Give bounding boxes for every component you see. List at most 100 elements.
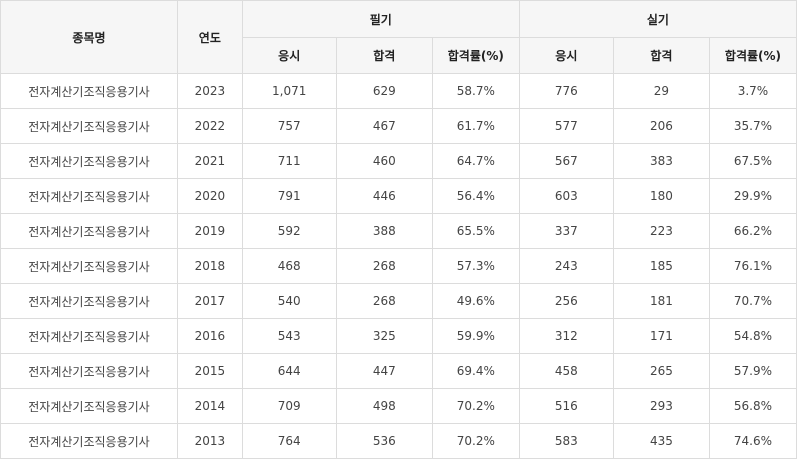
cell-year: 2023 — [176, 73, 243, 109]
cell-written-pass-rate: 70.2% — [431, 388, 520, 424]
cell-subject-name: 전자계산기조직응용기사 — [0, 108, 178, 144]
cell-written-passed: 460 — [335, 143, 433, 179]
cell-written-passed: 447 — [335, 353, 433, 389]
cell-written-passed: 268 — [335, 283, 433, 319]
cell-practical-passed: 265 — [612, 353, 710, 389]
cell-subject-name: 전자계산기조직응용기사 — [0, 353, 178, 389]
cell-subject-name: 전자계산기조직응용기사 — [0, 423, 178, 459]
cell-practical-pass-rate: 66.2% — [708, 213, 797, 249]
cell-written-passed: 467 — [335, 108, 433, 144]
cell-practical-applicants: 577 — [518, 108, 614, 144]
cell-year: 2013 — [176, 423, 243, 459]
cell-practical-applicants: 243 — [518, 248, 614, 284]
header-written-applicants: 응시 — [241, 37, 337, 74]
table-row: 전자계산기조직응용기사 2017 540 268 49.6% 256 181 70.7% — [0, 283, 797, 319]
cell-written-pass-rate: 58.7% — [431, 73, 520, 109]
cell-written-applicants: 791 — [241, 178, 337, 214]
cell-practical-pass-rate: 76.1% — [708, 248, 797, 284]
cell-written-applicants: 764 — [241, 423, 337, 459]
cell-written-applicants: 644 — [241, 353, 337, 389]
cell-written-applicants: 711 — [241, 143, 337, 179]
table-row: 전자계산기조직응용기사 2013 764 536 70.2% 583 435 74.6% — [0, 423, 797, 459]
table-row: 전자계산기조직응용기사 2020 791 446 56.4% 603 180 29.9% — [0, 178, 797, 214]
header-subject: 종목명 — [0, 0, 178, 74]
cell-year: 2016 — [176, 318, 243, 354]
cell-written-pass-rate: 61.7% — [431, 108, 520, 144]
cell-written-passed: 325 — [335, 318, 433, 354]
cell-practical-pass-rate: 29.9% — [708, 178, 797, 214]
cell-practical-pass-rate: 57.9% — [708, 353, 797, 389]
header-written-pass-rate: 합격률(%) — [431, 37, 520, 74]
cell-year: 2019 — [176, 213, 243, 249]
table-row: 전자계산기조직응용기사 2023 1,071 629 58.7% 776 29 3.7% — [0, 73, 797, 109]
cell-written-pass-rate: 69.4% — [431, 353, 520, 389]
header-year: 연도 — [176, 0, 243, 74]
cell-practical-passed: 29 — [612, 73, 710, 109]
table-row: 전자계산기조직응용기사 2019 592 388 65.5% 337 223 66.2% — [0, 213, 797, 249]
cell-year: 2022 — [176, 108, 243, 144]
cell-practical-pass-rate: 74.6% — [708, 423, 797, 459]
cell-written-pass-rate: 49.6% — [431, 283, 520, 319]
header-practical-passed: 합격 — [612, 37, 710, 74]
cell-subject-name: 전자계산기조직응용기사 — [0, 143, 178, 179]
cell-year: 2014 — [176, 388, 243, 424]
cell-practical-applicants: 516 — [518, 388, 614, 424]
cell-practical-passed: 206 — [612, 108, 710, 144]
cell-subject-name: 전자계산기조직응용기사 — [0, 178, 178, 214]
cell-subject-name: 전자계산기조직응용기사 — [0, 283, 178, 319]
cell-practical-applicants: 256 — [518, 283, 614, 319]
cell-practical-pass-rate: 56.8% — [708, 388, 797, 424]
cell-written-passed: 268 — [335, 248, 433, 284]
cell-written-applicants: 468 — [241, 248, 337, 284]
cell-practical-applicants: 583 — [518, 423, 614, 459]
cell-written-applicants: 1,071 — [241, 73, 337, 109]
cell-subject-name: 전자계산기조직응용기사 — [0, 73, 178, 109]
cell-written-pass-rate: 57.3% — [431, 248, 520, 284]
cell-written-pass-rate: 64.7% — [431, 143, 520, 179]
cell-written-pass-rate: 56.4% — [431, 178, 520, 214]
cell-practical-applicants: 312 — [518, 318, 614, 354]
cell-practical-passed: 383 — [612, 143, 710, 179]
header-practical-pass-rate: 합격률(%) — [708, 37, 797, 74]
table-row: 전자계산기조직응용기사 2014 709 498 70.2% 516 293 56.8% — [0, 388, 797, 424]
cell-year: 2017 — [176, 283, 243, 319]
cell-practical-passed: 435 — [612, 423, 710, 459]
cell-written-applicants: 592 — [241, 213, 337, 249]
cell-subject-name: 전자계산기조직응용기사 — [0, 213, 178, 249]
cell-practical-pass-rate: 35.7% — [708, 108, 797, 144]
cell-subject-name: 전자계산기조직응용기사 — [0, 248, 178, 284]
cell-practical-applicants: 337 — [518, 213, 614, 249]
cell-written-applicants: 709 — [241, 388, 337, 424]
cell-practical-applicants: 776 — [518, 73, 614, 109]
cell-year: 2018 — [176, 248, 243, 284]
cell-year: 2020 — [176, 178, 243, 214]
header-written: 필기 — [241, 0, 520, 38]
cell-year: 2015 — [176, 353, 243, 389]
table-row: 전자계산기조직응용기사 2022 757 467 61.7% 577 206 35.7% — [0, 108, 797, 144]
table-row: 전자계산기조직응용기사 2018 468 268 57.3% 243 185 76.1% — [0, 248, 797, 284]
cell-practical-applicants: 567 — [518, 143, 614, 179]
cell-practical-pass-rate: 70.7% — [708, 283, 797, 319]
cell-practical-pass-rate: 3.7% — [708, 73, 797, 109]
cell-practical-pass-rate: 67.5% — [708, 143, 797, 179]
cell-written-passed: 629 — [335, 73, 433, 109]
table-body: 전자계산기조직응용기사 2023 1,071 629 58.7% 776 29 3.7% 전자계… — [0, 73, 797, 459]
cell-written-applicants: 540 — [241, 283, 337, 319]
cell-practical-pass-rate: 54.8% — [708, 318, 797, 354]
header-practical-applicants: 응시 — [518, 37, 614, 74]
cell-practical-passed: 171 — [612, 318, 710, 354]
cell-practical-passed: 293 — [612, 388, 710, 424]
table-row: 전자계산기조직응용기사 2015 644 447 69.4% 458 265 57.9% — [0, 353, 797, 389]
cell-written-passed: 498 — [335, 388, 433, 424]
table-header: 종목명 연도 필기 실기 응시 합격 합격률(%) 응시 합격 합격률(%) — [0, 0, 797, 74]
cell-written-passed: 446 — [335, 178, 433, 214]
cell-written-applicants: 543 — [241, 318, 337, 354]
cell-written-passed: 388 — [335, 213, 433, 249]
cell-practical-passed: 185 — [612, 248, 710, 284]
cell-written-passed: 536 — [335, 423, 433, 459]
cell-written-pass-rate: 65.5% — [431, 213, 520, 249]
cell-practical-passed: 223 — [612, 213, 710, 249]
cell-year: 2021 — [176, 143, 243, 179]
header-practical: 실기 — [518, 0, 797, 38]
